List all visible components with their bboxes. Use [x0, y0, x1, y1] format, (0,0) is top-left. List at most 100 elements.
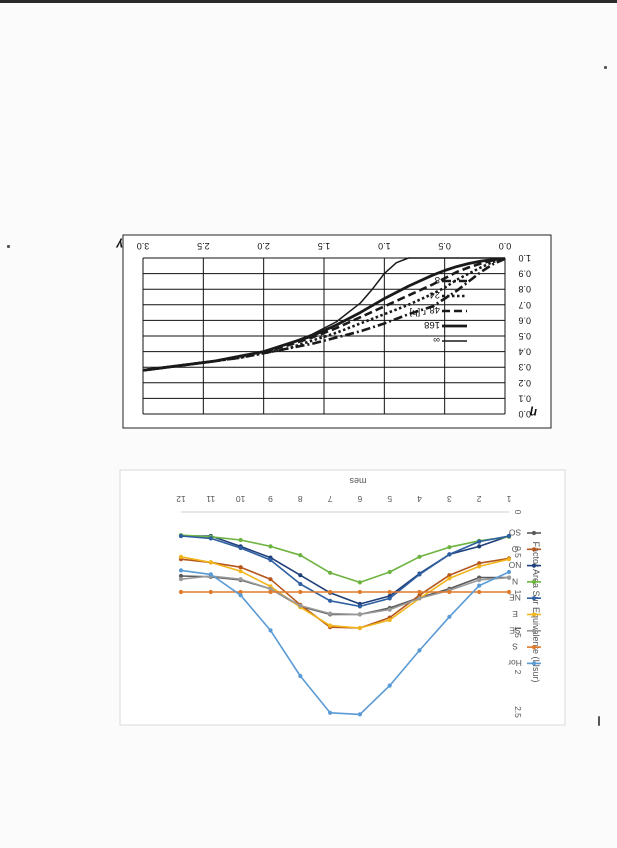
chart1-y-tick-label: 0.4 — [518, 347, 531, 357]
chart2-point-S — [506, 589, 512, 595]
chart2-legend-marker — [531, 628, 537, 633]
chart2-point-Hor — [417, 648, 422, 653]
chart2-point-N — [238, 537, 243, 543]
chart2-point-Hor — [477, 583, 482, 588]
chart2-point-Hor — [268, 628, 273, 633]
chart2-point-NE — [238, 545, 243, 551]
chart2-point-S — [178, 589, 184, 595]
chart2-point-NE — [357, 604, 362, 609]
chart1-x-tick-label: 3.0 — [137, 241, 150, 251]
chart1-x-tick-label: 0.0 — [499, 241, 512, 251]
chart1-y-tick-label: 1.0 — [518, 253, 531, 263]
chart2-legend-label: E — [512, 609, 518, 619]
chart2-point-Hor — [328, 710, 333, 715]
chart1-y-tick-label: 0.7 — [518, 300, 531, 310]
chart2-point-E — [178, 554, 184, 559]
chart2-x-tick-label: 10 — [236, 494, 246, 504]
chart2-point-SE — [268, 586, 273, 591]
chart2-point-NE — [477, 539, 482, 544]
chart2-legend-marker — [531, 645, 537, 650]
chart2-series-NE — [180, 535, 510, 608]
scan-speck — [7, 245, 10, 248]
chart2-point-NE — [417, 572, 422, 577]
chart2-y-tick-label: 2.5 — [513, 706, 523, 718]
chart1-y-tick-label: 0.2 — [518, 378, 531, 388]
chart2-point-Hor — [447, 614, 452, 619]
chart2-legend-label: O — [511, 544, 518, 554]
chart2-point-SE — [506, 575, 512, 580]
chart2-point-O — [447, 573, 452, 578]
chart1-y-tick-label: 0.9 — [518, 269, 531, 279]
chart1-y-tick-label: 0.6 — [518, 315, 531, 325]
chart2-legend-marker — [531, 563, 537, 568]
scan-speck — [604, 66, 607, 69]
chart2-point-O — [238, 565, 243, 570]
chart2-point-NO — [477, 544, 482, 549]
chart2-point-Hor — [357, 712, 362, 717]
chart2-y-axis-label: Factor Area Sur Equivalente (I/Isur) — [531, 541, 541, 682]
chart2-point-E — [506, 557, 512, 562]
chart2-point-O — [477, 561, 482, 566]
chart2-point-Hor — [387, 683, 392, 688]
chart2-point-S — [298, 589, 303, 595]
chart2-point-E — [238, 569, 243, 574]
chart2-legend-marker — [531, 661, 537, 666]
chart1-legend-label: 168 — [424, 319, 440, 330]
chart2-point-SE — [178, 577, 184, 582]
chart2-legend-marker — [531, 530, 537, 536]
chart2-point-N — [268, 544, 273, 549]
scan-top-edge — [0, 0, 617, 3]
chart2-point-SE — [417, 596, 422, 601]
chart2-series-E — [180, 556, 510, 629]
chart2-point-S — [417, 589, 422, 595]
chart2-y-tick-label: 2 — [513, 670, 523, 675]
chart2-x-axis-label: mes — [349, 476, 367, 486]
chart1-x-tick-label: 0.5 — [438, 241, 451, 251]
chart2-point-S — [387, 589, 392, 595]
chart2-point-O — [417, 593, 422, 598]
chart1-series-48 — [142, 257, 506, 372]
chart2-point-Hor — [238, 593, 243, 598]
chart2-x-tick-label: 7 — [327, 494, 332, 504]
chart2-legend-label: SE — [509, 625, 521, 635]
chart2-legend-label: N — [512, 576, 518, 586]
chart1-legend-label: 48 — [429, 304, 440, 315]
chart2-point-N — [447, 545, 452, 550]
chart1-x-axis-label: γ — [115, 238, 123, 252]
chart1-legend-label: ∞ — [433, 334, 440, 345]
chart2-point-NE — [208, 536, 213, 541]
chart2-x-tick-label: 1 — [506, 494, 511, 504]
chart1-series-∞ — [142, 257, 505, 372]
chart2-legend-label: SO — [508, 528, 521, 538]
chart2-x-tick-label: 5 — [387, 494, 392, 504]
chart2-point-N — [328, 570, 333, 575]
chart2-point-SO — [178, 573, 184, 579]
chart2-point-Hor — [298, 673, 303, 679]
scan-speck — [598, 716, 600, 726]
chart2-point-N — [387, 569, 392, 575]
chart2-point-E — [387, 617, 392, 623]
chart2-point-NE — [387, 596, 392, 601]
chart2-point-SE — [357, 612, 362, 617]
chart2-point-SE — [387, 607, 392, 612]
chart2-legend-marker — [531, 579, 537, 585]
chart2-point-S — [238, 589, 243, 595]
chart2-point-SE — [477, 577, 482, 583]
chart2-point-S — [477, 589, 482, 595]
chart2-x-tick-label: 6 — [357, 494, 362, 504]
chart2-legend-label: S — [512, 642, 518, 652]
chart2-legend-label: Hor — [508, 658, 522, 668]
chart2-point-O — [268, 577, 273, 582]
chart2-point-E — [477, 564, 482, 569]
chart2-point-NE — [506, 533, 512, 539]
chart2-legend-marker — [531, 612, 537, 617]
chart2-x-tick-label: 2 — [477, 494, 482, 504]
chart2-point-Hor — [208, 572, 213, 577]
chart2-point-S — [268, 589, 273, 595]
chart2-point-S — [328, 589, 333, 595]
chart2-legend-marker — [531, 547, 537, 552]
chart2-point-NE — [328, 598, 333, 603]
chart2-point-SE — [328, 611, 333, 616]
